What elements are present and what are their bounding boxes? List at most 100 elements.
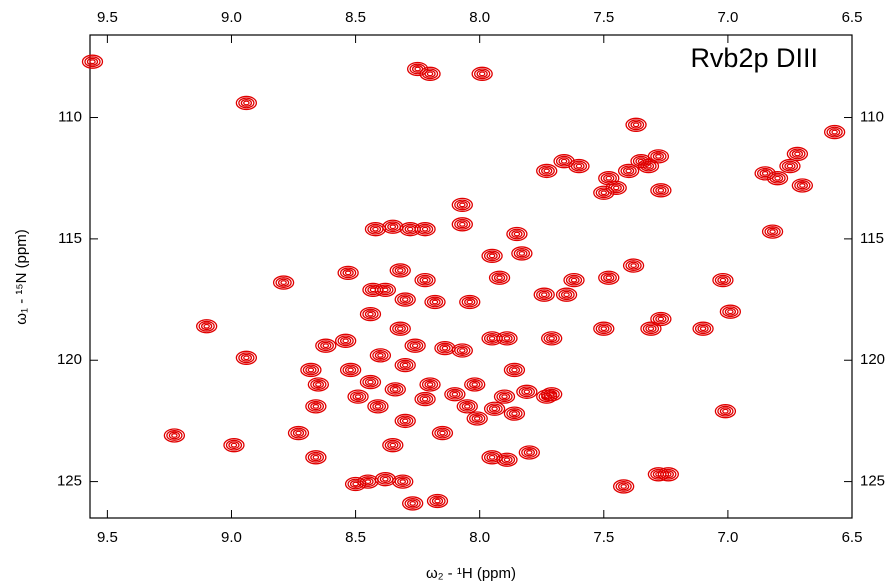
peak — [761, 224, 784, 239]
peak — [483, 401, 506, 416]
contour — [421, 379, 439, 390]
contour — [399, 295, 411, 304]
contour — [471, 66, 493, 81]
contour — [593, 321, 615, 336]
contour — [223, 438, 245, 453]
peak — [506, 226, 528, 242]
contour — [473, 416, 481, 421]
contour — [414, 391, 436, 407]
contour — [436, 429, 449, 438]
contour — [406, 226, 414, 232]
contour — [402, 496, 424, 511]
peak — [357, 474, 379, 489]
contour — [431, 425, 454, 441]
peak — [424, 294, 446, 310]
contour — [622, 166, 635, 175]
contour — [655, 153, 662, 159]
contour — [508, 365, 521, 374]
contour — [637, 158, 660, 174]
contour — [235, 95, 258, 111]
contour — [697, 324, 709, 333]
contour — [196, 319, 218, 334]
peak — [272, 275, 295, 290]
contour — [377, 352, 384, 358]
peak — [347, 389, 369, 404]
peak — [335, 333, 357, 348]
peak — [389, 263, 411, 278]
contour — [277, 278, 290, 287]
contour — [600, 272, 617, 284]
contour — [652, 152, 665, 161]
contour — [399, 361, 411, 370]
contour — [761, 224, 784, 239]
contour — [466, 411, 488, 426]
contour — [364, 222, 387, 237]
contour — [722, 408, 729, 414]
contour — [488, 404, 501, 413]
contour — [399, 479, 406, 485]
contour — [640, 321, 662, 336]
peak — [533, 287, 555, 302]
contour — [558, 157, 570, 166]
contour — [642, 162, 655, 171]
contour — [727, 309, 734, 315]
contour — [595, 187, 612, 199]
contour — [337, 265, 359, 281]
peak — [431, 425, 454, 441]
contour — [692, 321, 714, 336]
contour — [459, 294, 481, 310]
contour — [650, 150, 667, 162]
contour — [352, 392, 364, 401]
contour — [312, 454, 320, 460]
contour — [344, 365, 357, 374]
contour — [389, 442, 397, 448]
x-tick-label: 9.0 — [221, 9, 242, 26]
peak — [598, 270, 620, 285]
contour — [382, 438, 404, 453]
contour — [612, 479, 635, 494]
peak — [754, 166, 776, 181]
contour — [459, 202, 466, 208]
peak — [384, 382, 406, 397]
contour — [694, 323, 712, 335]
peak — [451, 197, 473, 213]
contour — [647, 149, 670, 164]
contour — [538, 165, 555, 177]
contour — [347, 367, 354, 373]
peak — [511, 246, 533, 261]
peak — [394, 292, 416, 307]
contour — [379, 475, 392, 484]
contour — [647, 326, 655, 332]
contour — [617, 163, 640, 179]
contour — [374, 351, 387, 360]
contour — [789, 148, 806, 160]
contour — [240, 99, 253, 107]
contour — [394, 357, 416, 373]
peak — [344, 476, 367, 492]
contour — [754, 166, 776, 181]
contour — [404, 338, 426, 353]
contour — [228, 441, 240, 450]
contour — [431, 299, 439, 305]
x-tick-label: 7.5 — [593, 529, 614, 546]
contour — [831, 129, 838, 135]
contour — [302, 364, 320, 376]
contour — [600, 190, 608, 196]
contour — [421, 396, 429, 402]
contour — [81, 54, 104, 69]
contour — [622, 258, 645, 273]
contour — [764, 226, 781, 238]
contour — [367, 311, 374, 317]
contour — [414, 222, 436, 237]
contour — [722, 306, 739, 318]
contour — [536, 163, 558, 179]
contour — [543, 388, 560, 400]
contour — [461, 402, 473, 411]
contour — [560, 290, 573, 299]
contour — [543, 332, 560, 344]
contour — [416, 274, 434, 286]
contour — [511, 246, 533, 261]
contour — [784, 162, 796, 171]
contour — [456, 399, 478, 414]
contour — [632, 122, 640, 128]
